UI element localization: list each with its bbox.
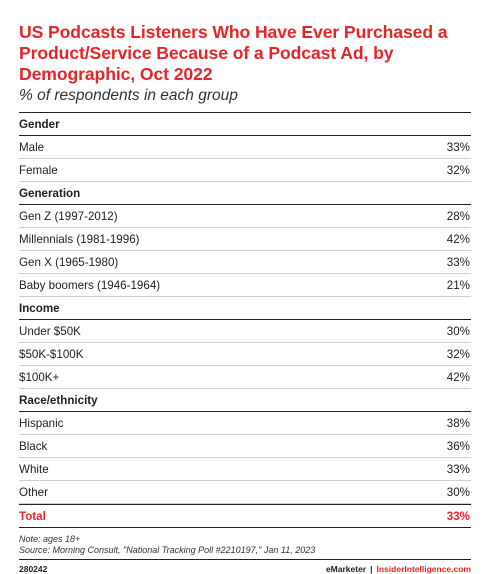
section-header-label: Gender xyxy=(19,117,60,131)
total-row-label: Total xyxy=(19,509,46,523)
table-row-label: Gen X (1965-1980) xyxy=(19,255,119,269)
table-row-value: 33% xyxy=(446,255,470,269)
table-row-label: Gen Z (1997-2012) xyxy=(19,209,118,223)
section-header-label: Generation xyxy=(19,186,81,200)
table-row-value: 33% xyxy=(446,140,470,154)
data-table: Gender Male 33% Female 32% Generation Gen Z (1… xyxy=(19,113,471,528)
table-row: Baby boomers (1946-1964) 21% xyxy=(19,274,471,297)
footer: 280242 eMarketer | InsiderIntelligence.com xyxy=(19,564,471,574)
table-row: Female 32% xyxy=(19,159,471,182)
table-row: $100K+ 42% xyxy=(19,366,471,389)
table-row: Gen X (1965-1980) 33% xyxy=(19,251,471,274)
table-row-label: $100K+ xyxy=(19,370,60,384)
table-row-value: 42% xyxy=(446,232,470,246)
table-row-value: 38% xyxy=(446,416,470,430)
table-row-label: Female xyxy=(19,163,58,177)
table-row: Under $50K 30% xyxy=(19,320,471,343)
table-row: Male 33% xyxy=(19,136,471,159)
table-row-label: Other xyxy=(19,485,48,499)
total-row-value: 33% xyxy=(446,509,470,523)
brand-separator: | xyxy=(370,564,373,574)
table-row: Black 36% xyxy=(19,435,471,458)
table-row-label: Millennials (1981-1996) xyxy=(19,232,140,246)
note-text: Note: ages 18+ xyxy=(19,534,81,544)
brand-insider: InsiderIntelligence.com xyxy=(376,564,471,574)
brand-emarketer: eMarketer xyxy=(325,564,367,574)
table-row-label: Baby boomers (1946-1964) xyxy=(19,278,161,292)
total-row: Total 33% xyxy=(19,504,471,528)
section-header-label: Race/ethnicity xyxy=(19,393,98,407)
table-row-value: 42% xyxy=(446,370,470,384)
table-row-label: $50K-$100K xyxy=(19,347,84,361)
table-row-value: 30% xyxy=(446,324,470,338)
table-row-label: Under $50K xyxy=(19,324,81,338)
table-row: Millennials (1981-1996) 42% xyxy=(19,228,471,251)
section-header: Race/ethnicity xyxy=(19,389,471,412)
table-row-value: 21% xyxy=(446,278,470,292)
footer-rule xyxy=(19,559,471,560)
table-row: White 33% xyxy=(19,458,471,481)
table-row: $50K-$100K 32% xyxy=(19,343,471,366)
table-row-value: 28% xyxy=(446,209,470,223)
table-row-value: 30% xyxy=(446,485,470,499)
table-row-label: White xyxy=(19,462,49,476)
table-row-value: 36% xyxy=(446,439,470,453)
source-text: Source: Morning Consult, "National Track… xyxy=(19,544,316,555)
chart-container: US Podcasts Listeners Who Have Ever Purc… xyxy=(19,0,471,574)
section-header: Gender xyxy=(19,113,471,136)
table-row-value: 32% xyxy=(446,163,470,177)
table-row: Gen Z (1997-2012) 28% xyxy=(19,205,471,228)
table-row-label: Black xyxy=(19,439,48,453)
table-row-label: Hispanic xyxy=(19,416,64,430)
section-header-label: Income xyxy=(19,301,60,315)
section-header: Generation xyxy=(19,182,471,205)
table-row-value: 32% xyxy=(446,347,470,361)
table-row: Other 30% xyxy=(19,481,471,504)
table-row-label: Male xyxy=(19,140,45,154)
table-row: Hispanic 38% xyxy=(19,412,471,435)
chart-id: 280242 xyxy=(19,564,48,574)
section-header: Income xyxy=(19,297,471,320)
chart-subtitle: % of respondents in each group xyxy=(19,87,238,104)
notes: Note: ages 18+ Source: Morning Consult, … xyxy=(19,534,471,555)
top-rule xyxy=(19,112,471,113)
chart-title: US Podcasts Listeners Who Have Ever Purc… xyxy=(19,22,448,84)
table-row-value: 33% xyxy=(446,462,470,476)
brand: eMarketer | InsiderIntelligence.com xyxy=(326,564,471,574)
